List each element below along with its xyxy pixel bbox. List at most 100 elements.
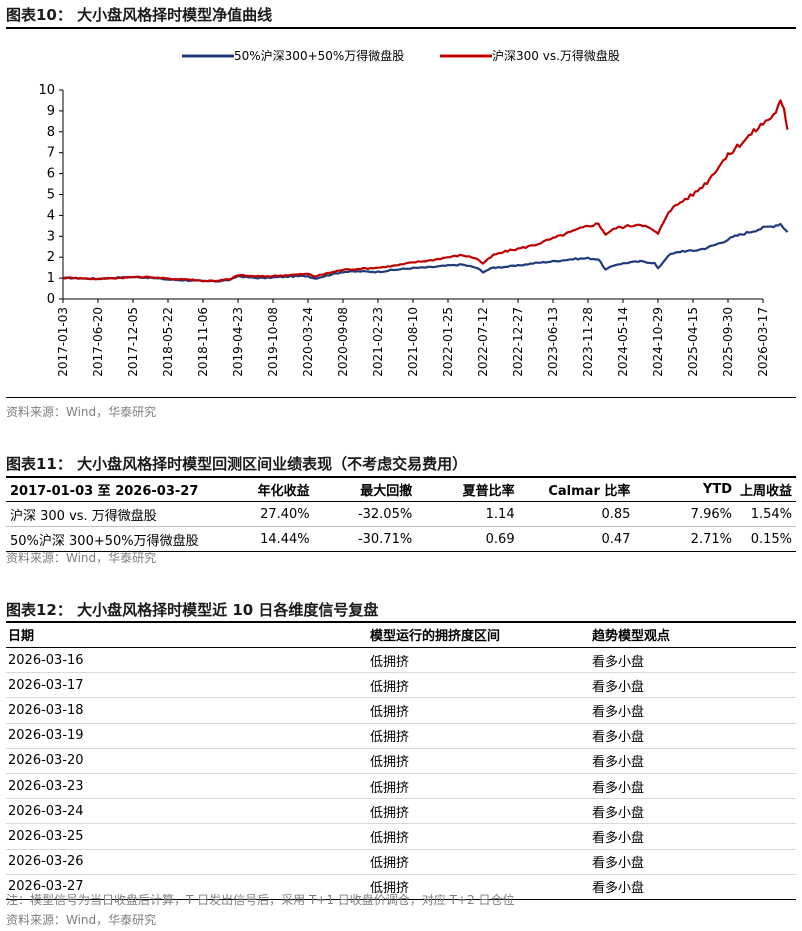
col-period: 2017-01-03 至 2026-03-27 [10,483,199,499]
table-cell: 2026-03-26 [8,854,84,870]
x-tick-label: 2017-06-20 [91,307,105,377]
table-cell: 看多小盘 [592,856,645,872]
y-tick-label: 5 [47,188,55,203]
table-cell: 看多小盘 [592,881,645,897]
x-tick-label: 2017-01-03 [56,307,70,377]
col-date: 日期 [8,629,35,644]
table-row: 2026-03-16 低拥挤 看多小盘 [6,648,796,673]
table-cell: 低拥挤 [370,830,410,846]
x-tick-label: 2023-11-28 [581,307,595,377]
table-cell: 低拥挤 [370,755,410,771]
table-row: 2026-03-25 低拥挤 看多小盘 [6,824,796,849]
x-tick-label: 2026-03-17 [756,307,770,377]
table-cell: 2026-03-25 [8,828,84,844]
table-cell: 1.54% [750,506,792,522]
figure11-source: 资料来源：Wind，华泰研究 [6,551,157,565]
table-cell: 沪深 300 vs. 万得微盘股 [10,508,157,524]
table-cell: 看多小盘 [592,805,645,821]
table-cell: 2026-03-20 [8,753,84,769]
col-max-drawdown: 最大回撤 [360,483,413,499]
y-tick-label: 2 [47,250,55,265]
y-tick-label: 0 [47,292,55,307]
y-tick-label: 3 [47,229,55,244]
table-cell: 14.44% [260,531,310,547]
col-sharpe: 夏普比率 [462,483,515,499]
figure10-title: 图表10： 大小盘风格择时模型净值曲线 [6,6,273,24]
x-tick-label: 2020-03-24 [301,307,315,377]
legend-label: 沪深300 vs.万得微盘股 [492,48,620,63]
x-tick-label: 2019-04-23 [231,307,245,377]
table-cell: 看多小盘 [592,780,645,796]
table-cell: 低拥挤 [370,780,410,796]
x-tick-label: 2019-10-08 [266,307,280,377]
x-tick-label: 2025-04-15 [686,307,700,377]
table-cell: 2026-03-27 [8,879,84,895]
table-cell: 50%沪深 300+50%万得微盘股 [10,533,199,549]
table-cell: 低拥挤 [370,856,410,872]
y-tick-label: 8 [47,125,55,140]
col-calmar: Calmar 比率 [548,483,631,499]
figure11-title: 图表11： 大小盘风格择时模型回测区间业绩表现（不考虑交易费用） [6,455,468,473]
performance-table: 2017-01-03 至 2026-03-27 年化收益 最大回撤 夏普比率 C… [6,477,796,552]
table-cell: 看多小盘 [592,730,645,746]
table-row: 50%沪深 300+50%万得微盘股 14.44% -30.71% 0.69 0… [6,527,796,552]
x-tick-label: 2024-10-29 [651,307,665,377]
x-tick-label: 2022-01-25 [441,307,455,377]
table-row: 2026-03-17 低拥挤 看多小盘 [6,673,796,698]
table-cell: 看多小盘 [592,704,645,720]
table-row: 2026-03-20 低拥挤 看多小盘 [6,748,796,774]
table-cell: 2026-03-17 [8,677,84,693]
figure12-source: 资料来源：Wind，华泰研究 [6,913,157,927]
series-lines [62,99,789,283]
table-cell: 2026-03-18 [8,702,84,718]
y-tick-label: 1 [47,271,55,286]
x-tick-label: 2024-05-14 [616,307,630,377]
table-cell: 看多小盘 [592,654,645,670]
col-last-week: 上周收益 [739,483,792,499]
table-cell: 1.14 [485,506,515,522]
figure10-source: 资料来源：Wind，华泰研究 [6,405,157,419]
figure12-note: 注：模型信号为当日收盘后计算，T 日发出信号后，采用 T+1 日收盘价调仓，对应… [6,893,515,907]
performance-header-row: 2017-01-03 至 2026-03-27 年化收益 最大回撤 夏普比率 C… [6,477,796,502]
legend-label: 50%沪深300+50%万得微盘股 [234,48,404,63]
x-tick-label: 2025-09-30 [721,307,735,377]
x-tick-label: 2023-06-13 [546,307,560,377]
x-tick-label: 2018-11-06 [196,307,210,377]
table-cell: 2026-03-23 [8,778,84,794]
table-cell: 低拥挤 [370,805,410,821]
y-tick-label: 10 [38,83,55,98]
figure11-top-rule [6,476,796,478]
table-row: 沪深 300 vs. 万得微盘股 27.40% -32.05% 1.14 0.8… [6,502,796,527]
x-tick-label: 2021-02-23 [371,307,385,377]
table-cell: 0.47 [601,531,631,547]
x-tick-label: 2018-05-22 [161,307,175,377]
col-ytd: YTD [702,481,732,497]
table-cell: -30.71% [357,531,413,547]
col-annual-return: 年化收益 [257,483,310,499]
table-cell: 看多小盘 [592,830,645,846]
x-tick-label: 2022-12-27 [511,307,525,377]
table-cell: 看多小盘 [592,679,645,695]
figure10-top-rule [6,27,796,29]
figure12-top-rule [6,621,796,623]
table-cell: 低拥挤 [370,679,410,695]
x-tick-label: 2022-07-12 [476,307,490,377]
figure12-title: 图表12： 大小盘风格择时模型近 10 日各维度信号复盘 [6,601,379,619]
table-row: 2026-03-24 低拥挤 看多小盘 [6,799,796,824]
table-cell: 27.40% [260,506,310,522]
y-tick-label: 9 [47,104,55,119]
y-tick-label: 4 [47,208,55,223]
figure10-bottom-rule [6,397,796,398]
series-line-timing [62,99,789,283]
col-crowding: 模型运行的拥挤度区间 [370,629,501,644]
table-cell: 低拥挤 [370,704,410,720]
table-row: 2026-03-23 低拥挤 看多小盘 [6,773,796,799]
y-tick-label: 7 [47,146,55,161]
col-trend-view: 趋势模型观点 [592,629,671,644]
x-tick-label: 2020-09-08 [336,307,350,377]
x-tick-label: 2021-08-10 [406,307,420,377]
table-row: 2026-03-26 低拥挤 看多小盘 [6,849,796,875]
table-cell: 7.96% [690,506,732,522]
table-cell: 低拥挤 [370,881,410,897]
signal-header-row: 日期 模型运行的拥挤度区间 趋势模型观点 [6,622,796,648]
